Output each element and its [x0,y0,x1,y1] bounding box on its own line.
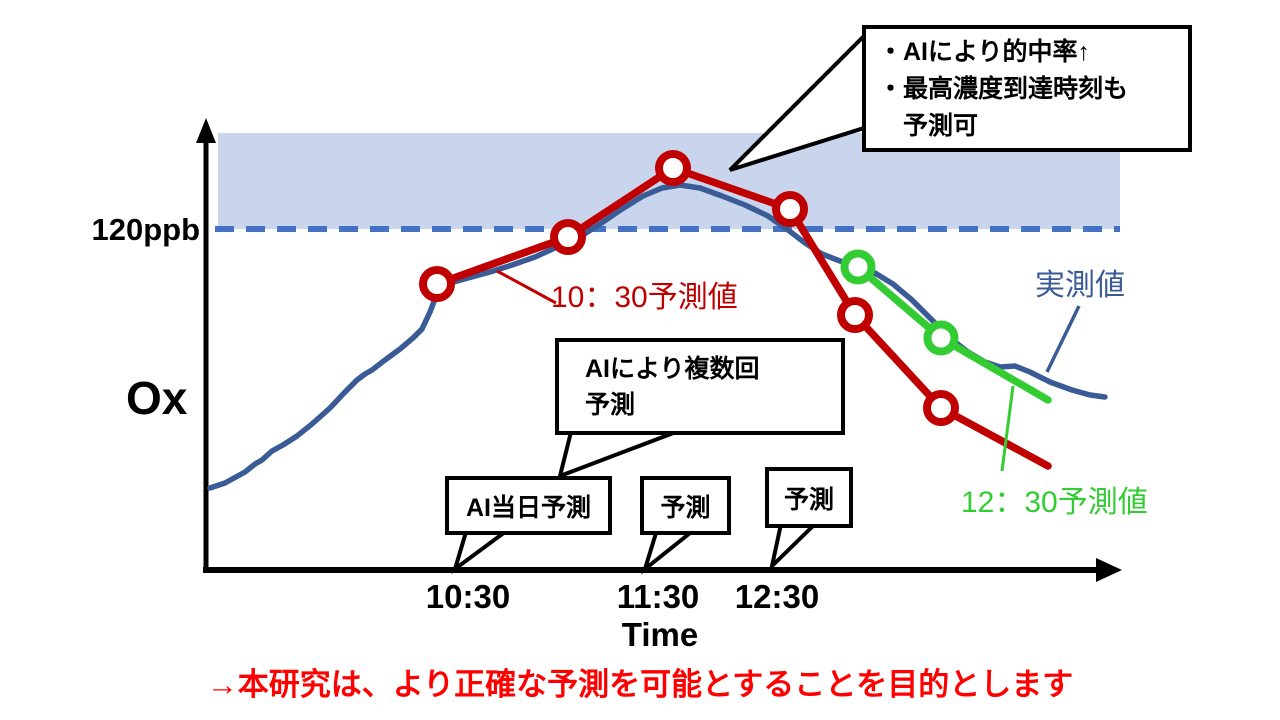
measured-leader-line [1045,305,1081,373]
benefit-callout: ・AIにより的中率↑ ・最高濃度到達時刻も 予測可 [862,25,1192,152]
forecast-1030-leader-line [496,269,557,305]
today-callout-tail [451,530,512,575]
forecast-1230-marker [923,320,959,356]
multi-callout-tail [557,430,677,480]
x-axis-label: Time [621,616,699,653]
threshold-label: 120ppb [91,212,200,247]
forecast-1030-label: 10：30予測値 [551,281,738,314]
y-axis-label: Ox [126,372,188,424]
forecast-1230-marker [840,249,876,285]
forecast-1230-label: 12：30予測値 [961,486,1148,519]
forecast-1230-leader-line [1000,385,1015,472]
forecast-1030-marker [837,297,873,333]
x-tick-1230: 12:30 [734,578,820,615]
conclusion-text: →本研究は、より正確な予測を可能とすることを目的とします [206,667,1074,702]
forecast-1030-marker [923,390,959,426]
forecast-1030-marker [419,266,455,302]
measured-label: 実測値 [1035,269,1125,302]
forecast-1030-marker [550,219,586,255]
x-tick-1130: 11:30 [616,578,700,615]
series-layer [207,150,1108,491]
x-tick-1030: 10:30 [425,578,511,615]
forecast-1030-marker [655,150,691,186]
forecast1-callout-tail [641,531,696,575]
y-axis-arrowhead [196,118,216,143]
forecast-callout-1130: 予測 [640,476,731,535]
x-axis-arrowhead [1096,558,1122,582]
multi-forecast-callout: AIにより複数回 予測 [555,338,845,435]
forecast-1030-marker [772,191,808,227]
forecast-callout-1230: 予測 [765,467,853,528]
forecast2-callout-tail [768,522,820,573]
today-forecast-callout: AI当日予測 [445,476,612,535]
